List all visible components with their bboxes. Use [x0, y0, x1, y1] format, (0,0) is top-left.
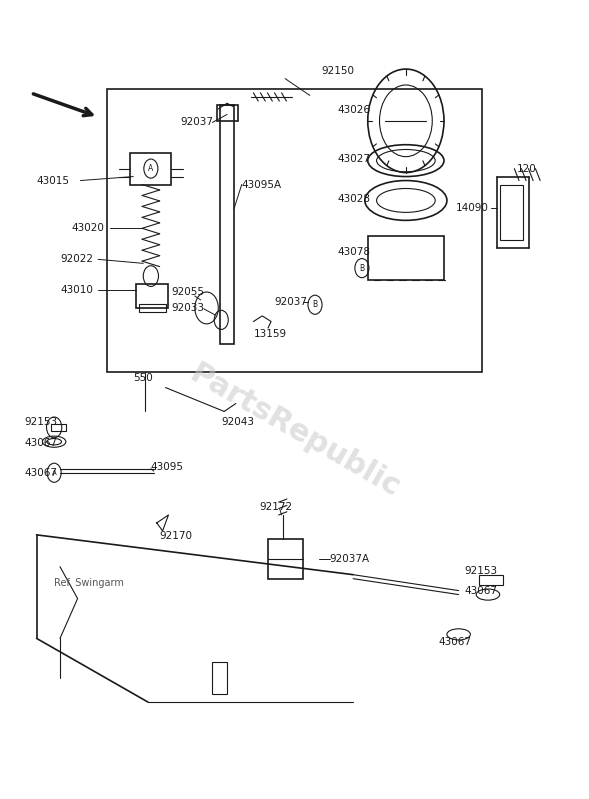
- Text: 43078: 43078: [337, 247, 370, 257]
- Bar: [136, 284, 168, 308]
- Text: A: A: [52, 470, 57, 475]
- Bar: [368, 237, 444, 280]
- Bar: [220, 105, 234, 344]
- Text: 92150: 92150: [321, 66, 354, 77]
- Text: 13159: 13159: [253, 329, 287, 340]
- Text: 92043: 92043: [221, 417, 254, 427]
- Text: 92153: 92153: [465, 566, 498, 576]
- Text: 43015: 43015: [37, 176, 70, 185]
- Bar: [217, 105, 237, 121]
- Text: 43020: 43020: [72, 223, 105, 233]
- Text: 550: 550: [133, 373, 153, 383]
- Text: 92172: 92172: [259, 502, 293, 512]
- Text: 92037: 92037: [180, 117, 213, 127]
- Text: 92153: 92153: [25, 417, 58, 427]
- Text: A: A: [148, 164, 154, 173]
- Bar: [479, 575, 502, 585]
- Bar: [139, 304, 166, 312]
- Text: 43067: 43067: [438, 637, 471, 646]
- Text: 43010: 43010: [60, 284, 93, 295]
- Bar: [268, 539, 303, 578]
- Text: B: B: [312, 300, 317, 309]
- Text: 120: 120: [517, 164, 537, 173]
- Text: 43067: 43067: [25, 439, 58, 448]
- Text: 43095: 43095: [151, 462, 184, 472]
- Bar: [130, 153, 171, 185]
- Text: 43095A: 43095A: [241, 180, 282, 189]
- Bar: [499, 185, 523, 240]
- Text: 14090: 14090: [456, 204, 489, 213]
- Text: B: B: [359, 264, 365, 272]
- Text: 43067: 43067: [25, 467, 58, 478]
- Text: 92033: 92033: [171, 303, 204, 313]
- Text: 92022: 92022: [60, 254, 93, 264]
- Text: 92037: 92037: [274, 297, 307, 308]
- Text: 43028: 43028: [337, 194, 370, 204]
- Text: PartsRepublic: PartsRepublic: [184, 360, 405, 503]
- Bar: [51, 424, 67, 431]
- Bar: [213, 662, 227, 694]
- Text: 92170: 92170: [160, 531, 193, 542]
- Text: 43026: 43026: [337, 105, 370, 115]
- Text: 43067: 43067: [465, 586, 498, 595]
- Text: 43027: 43027: [337, 154, 370, 164]
- Text: 92055: 92055: [171, 287, 204, 297]
- Text: 92037A: 92037A: [330, 554, 370, 564]
- Bar: [107, 89, 482, 372]
- Text: Ref. Swingarm: Ref. Swingarm: [54, 578, 124, 587]
